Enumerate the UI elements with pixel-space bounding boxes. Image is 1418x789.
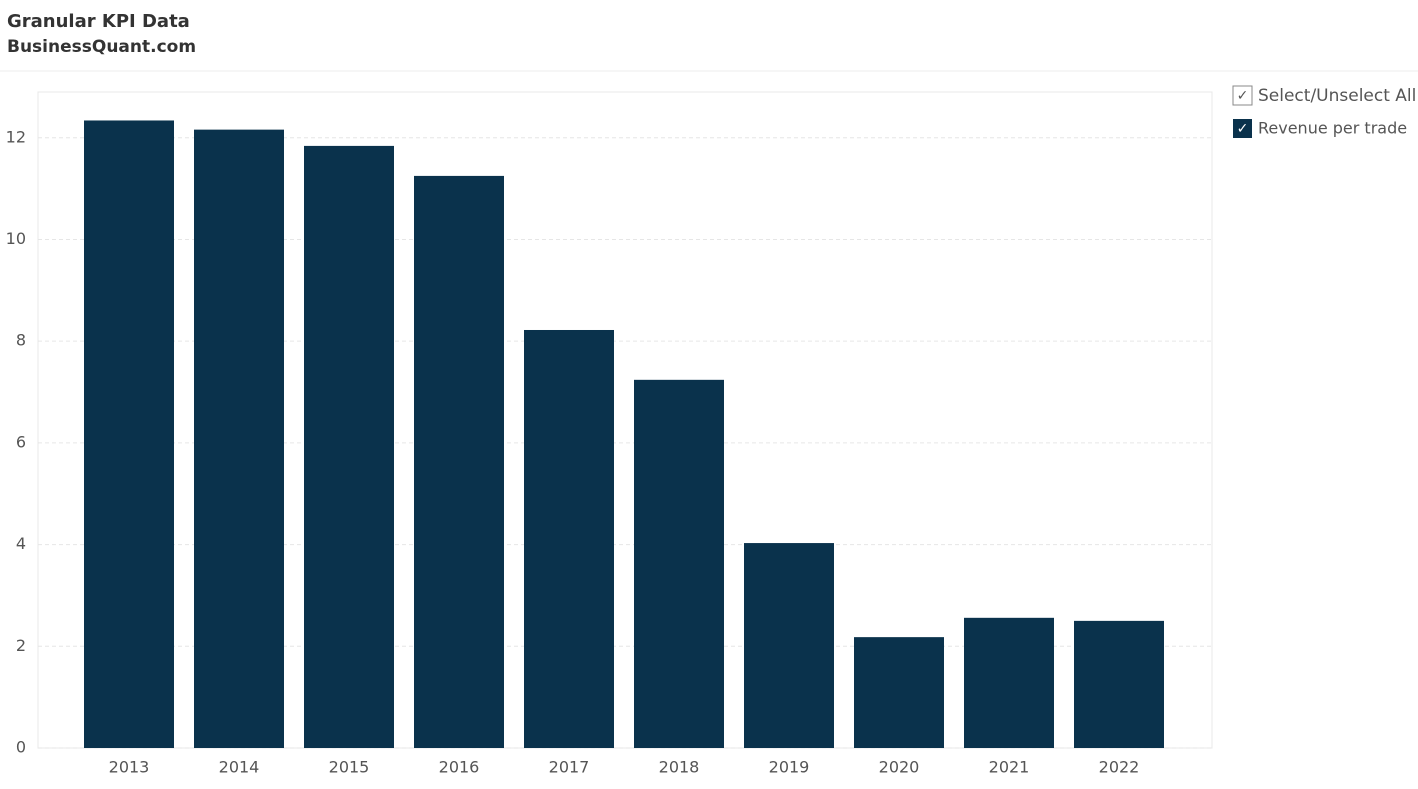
x-tick-label: 2018	[659, 758, 700, 777]
checkmark: ✓	[1237, 121, 1249, 137]
y-tick-label: 4	[16, 534, 26, 553]
select-all-checkbox[interactable]	[1232, 85, 1253, 106]
bar	[964, 617, 1054, 748]
bar	[194, 129, 284, 749]
bar	[524, 329, 614, 748]
plot-frame	[37, 91, 1213, 749]
x-tick-label: 2019	[769, 758, 810, 777]
x-tick-label: 2014	[219, 758, 260, 777]
chart-title: Granular KPI Data	[7, 11, 190, 32]
select-all-label[interactable]: Select/Unselect All	[1258, 86, 1416, 106]
y-tick-label: 10	[6, 229, 26, 248]
y-tick-label: 8	[16, 331, 26, 350]
bar	[634, 379, 724, 748]
y-tick-label: 0	[16, 738, 26, 757]
x-tick-label: 2016	[439, 758, 480, 777]
y-tick-label: 2	[16, 636, 26, 655]
y-tick-label: 6	[16, 432, 26, 451]
bar	[744, 543, 834, 748]
legend-checkbox[interactable]	[1233, 119, 1252, 138]
x-tick-label: 2015	[329, 758, 370, 777]
x-tick-label: 2013	[109, 758, 150, 777]
x-tick-label: 2022	[1099, 758, 1140, 777]
y-tick-label: 12	[6, 127, 26, 146]
x-tick-label: 2017	[549, 758, 590, 777]
chart-subtitle: BusinessQuant.com	[7, 37, 196, 57]
bar	[1074, 620, 1164, 748]
bar	[414, 175, 504, 748]
bar	[304, 145, 394, 748]
bar	[854, 637, 944, 748]
x-tick-label: 2021	[989, 758, 1030, 777]
checkmark: ✓	[1237, 88, 1249, 104]
bar	[84, 120, 174, 748]
x-tick-label: 2020	[879, 758, 920, 777]
legend-label[interactable]: Revenue per trade	[1258, 119, 1407, 138]
